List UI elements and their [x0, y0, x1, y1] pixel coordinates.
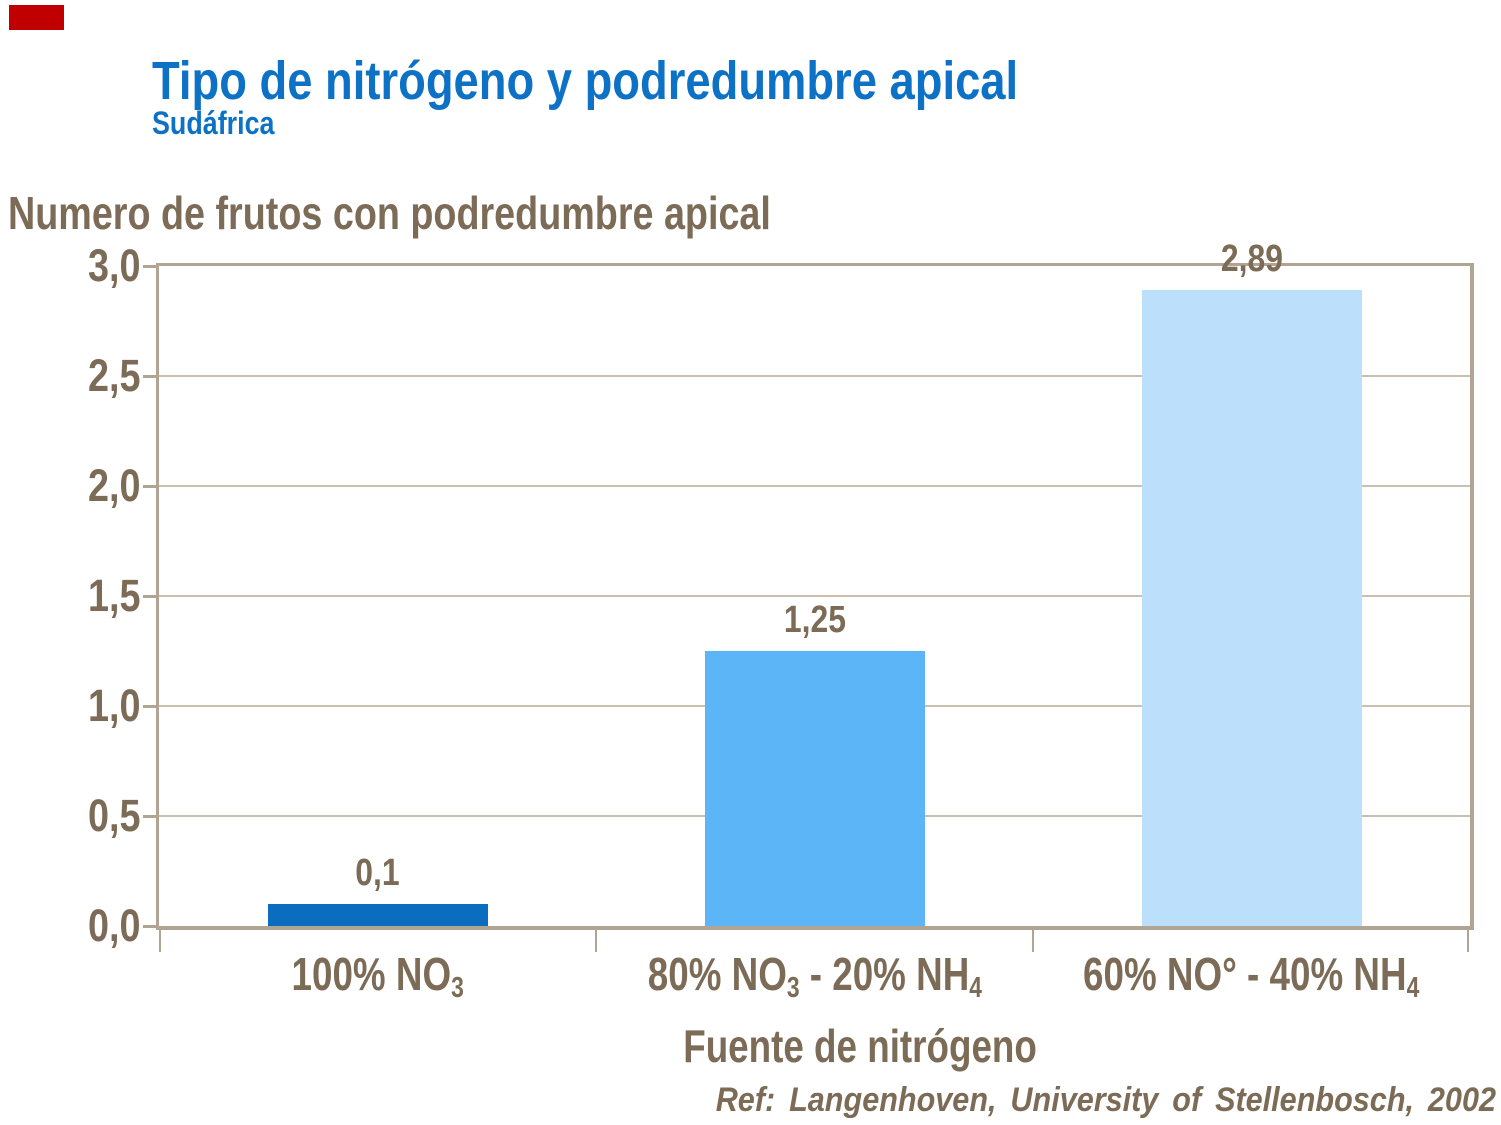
- bar: [1141, 290, 1362, 926]
- y-tick-label: 1,0: [88, 680, 141, 731]
- bar-value-label: 2,89: [1220, 238, 1283, 281]
- slide-title: Tipo de nitrógeno y podredumbre apical: [152, 51, 1019, 111]
- bar-value-label: 0,1: [355, 852, 400, 894]
- y-tick-mark: [143, 375, 159, 378]
- x-tick-mark: [1032, 926, 1034, 952]
- bar-value-label: 1,25: [783, 599, 846, 641]
- y-tick-mark: [143, 705, 159, 708]
- bar: [267, 904, 488, 926]
- gridline: [159, 595, 1470, 597]
- y-tick-label: 0,5: [88, 790, 141, 841]
- y-tick-label: 2,5: [88, 350, 141, 401]
- y-axis-title: Numero de frutos con podredumbre apical: [8, 187, 771, 239]
- red-accent-rect: [9, 5, 64, 30]
- x-tick-mark: [595, 926, 597, 952]
- plot-area: 3,0 2,5 2,0 1,5 1,0 0,5 0,0 0,1 100% NO3 1,25 80% …: [88, 240, 1474, 1002]
- y-tick-label: 2,0: [88, 460, 141, 511]
- slide-subtitle: Sudáfrica: [152, 105, 275, 141]
- gridline: [159, 375, 1470, 377]
- x-tick-mark: [1467, 926, 1469, 952]
- y-tick-label: 3,0: [88, 240, 141, 291]
- y-tick-mark: [143, 265, 159, 268]
- y-tick-label: 1,5: [88, 570, 141, 621]
- x-axis-title: Fuente de nitrógeno: [683, 1020, 1037, 1072]
- y-tick-mark: [143, 925, 159, 928]
- reference-note: Ref: Langenhoven, University of Stellenb…: [715, 1081, 1496, 1119]
- gridline: [159, 485, 1470, 487]
- x-tick-mark: [159, 926, 161, 952]
- x-category-label: 60% NO° - 40% NH4: [1083, 948, 1420, 1004]
- y-tick-mark: [143, 815, 159, 818]
- y-tick-mark: [143, 485, 159, 488]
- x-category-label: 100% NO3: [291, 948, 464, 1004]
- bar: [704, 651, 925, 926]
- y-tick-label: 0,0: [88, 900, 141, 951]
- y-tick-mark: [143, 595, 159, 598]
- x-category-label: 80% NO3 - 20% NH4: [647, 948, 982, 1004]
